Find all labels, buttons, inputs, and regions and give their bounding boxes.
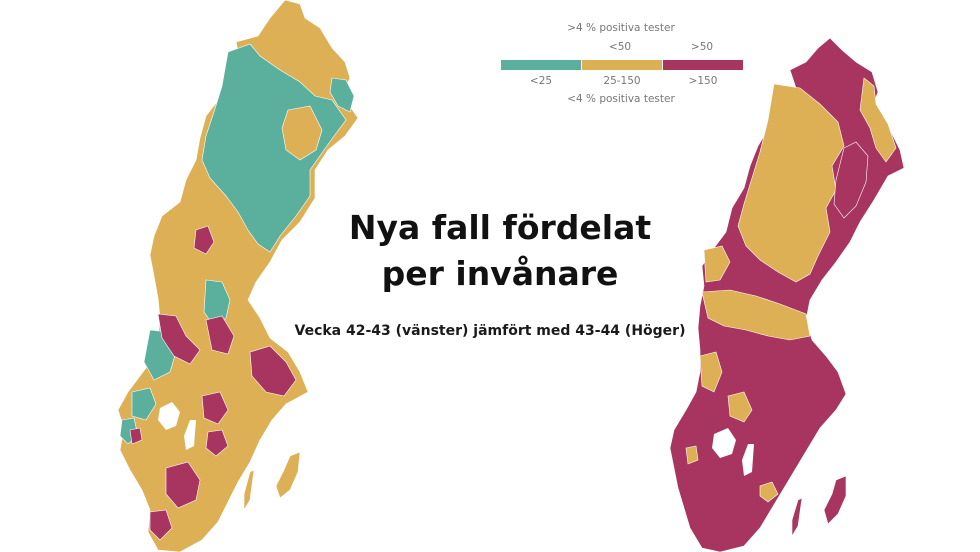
left-map-green-west xyxy=(203,279,231,327)
left-map-purple-2 xyxy=(157,313,201,365)
right-map-yellow-north xyxy=(737,83,845,283)
page-title-line2: per invånare xyxy=(381,254,619,293)
right-map-yellow-mid xyxy=(701,289,811,341)
left-map-oland xyxy=(243,469,255,512)
left-map-green-north xyxy=(201,43,347,253)
left-map-lake-vanern xyxy=(158,402,180,430)
right-map-lake-vattern xyxy=(742,444,754,476)
left-map-purple-6 xyxy=(205,429,229,457)
left-map-lake-vattern xyxy=(184,420,196,450)
legend: >4 % positiva tester <50 >50 <25 25-150 … xyxy=(492,0,750,124)
left-map-gotland xyxy=(275,451,301,499)
legend-top-caption: >4 % positiva tester xyxy=(567,22,675,34)
right-map-yellow-south xyxy=(759,481,779,503)
right-map-gotland xyxy=(823,475,847,525)
left-map-green-ne xyxy=(329,77,355,113)
legend-bottom-label-3: >150 xyxy=(688,75,718,87)
legend-bottom-label-2: 25-150 xyxy=(603,75,641,87)
legend-top-label-low: <50 xyxy=(608,41,632,53)
right-map-purple-ne xyxy=(833,141,869,219)
left-map-purple-7 xyxy=(165,461,201,509)
right-map-yellow-west1 xyxy=(703,245,731,283)
left-map-purple-4 xyxy=(249,345,297,397)
sweden-map-right xyxy=(669,37,905,552)
right-map-yellow-sw xyxy=(685,445,699,465)
left-map-yellow-inset xyxy=(281,105,323,161)
subtitle: Vecka 42-43 (vänster) jämfört med 43-44 … xyxy=(294,323,686,339)
legend-top-label-high: >50 xyxy=(690,41,714,53)
left-map-purple-5 xyxy=(201,391,229,425)
sweden-map-left xyxy=(117,0,359,552)
left-map-purple-9 xyxy=(129,427,143,445)
legend-bottom-label-1: <25 xyxy=(529,75,553,87)
legend-swatch-yellow xyxy=(582,60,662,70)
legend-swatch-green xyxy=(501,60,581,70)
right-map-yellow-west2 xyxy=(699,351,723,393)
right-map-yellow-ne xyxy=(859,77,897,163)
right-map-lake-vanern xyxy=(712,428,736,458)
left-map-green-sw2 xyxy=(131,387,157,421)
page-title-line1: Nya fall fördelat xyxy=(348,208,652,247)
left-map-purple-1 xyxy=(193,225,215,255)
legend-swatch-purple xyxy=(663,60,743,70)
title-block: Nya fall fördelat per invånare xyxy=(300,205,700,297)
left-map-purple-3 xyxy=(205,315,235,355)
right-map-yellow-west3 xyxy=(727,391,753,423)
left-map-purple-8 xyxy=(149,509,173,541)
right-map-oland xyxy=(791,497,803,538)
legend-bottom-caption: <4 % positiva tester xyxy=(567,93,675,105)
